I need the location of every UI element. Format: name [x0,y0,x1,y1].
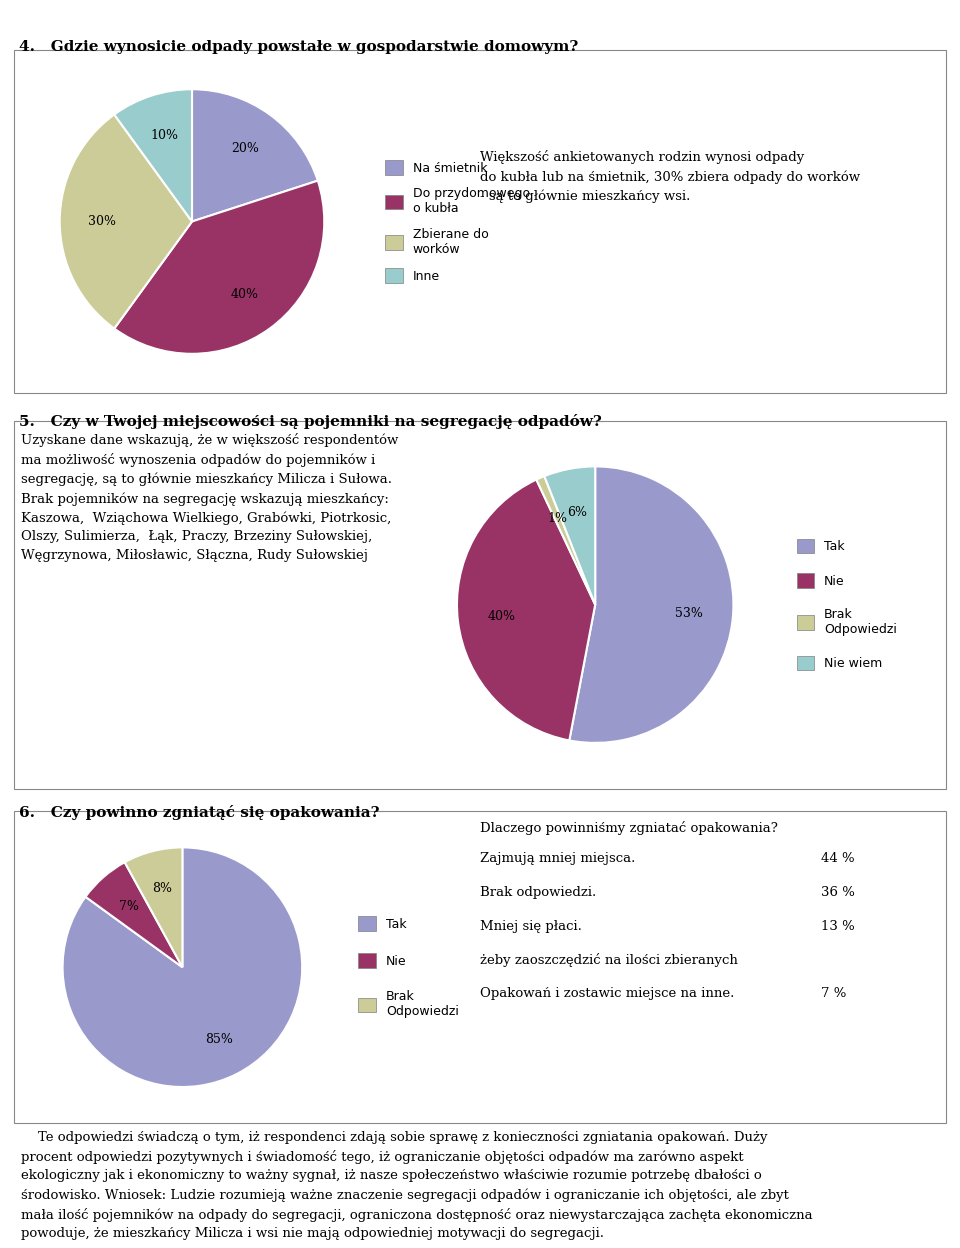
Text: 13 %: 13 % [821,920,854,932]
Text: 20%: 20% [231,142,259,155]
Legend: Tak, Nie, Brak
Odpowiedzi: Tak, Nie, Brak Odpowiedzi [353,911,464,1023]
Text: Te odpowiedzi świadczą o tym, iż respondenci zdają sobie sprawę z konieczności z: Te odpowiedzi świadczą o tym, iż respond… [21,1131,813,1241]
Wedge shape [60,115,192,328]
Text: Mniej się płaci.: Mniej się płaci. [480,920,582,932]
Wedge shape [62,847,302,1087]
Text: Zajmują mniej miejsca.: Zajmują mniej miejsca. [480,852,636,865]
Wedge shape [192,90,318,222]
Text: 4.   Gdzie wynosicie odpady powstałe w gospodarstwie domowym?: 4. Gdzie wynosicie odpady powstałe w gos… [19,40,579,54]
Text: 30%: 30% [88,215,116,228]
Text: 36 %: 36 % [821,886,854,899]
Text: Opakowań i zostawic miejsce na inne.: Opakowań i zostawic miejsce na inne. [480,987,734,1000]
Text: Uzyskane dane wskazują, że w większość respondentów
ma możliwość wynoszenia odpa: Uzyskane dane wskazują, że w większość r… [21,433,398,562]
Text: 10%: 10% [150,130,179,142]
Text: 40%: 40% [488,610,516,623]
Wedge shape [114,181,324,354]
Text: 6%: 6% [567,505,588,519]
Legend: Na śmietnik, Do przydomowego
o kubła, Zbierane do
worków, Inne: Na śmietnik, Do przydomowego o kubła, Zb… [380,155,535,288]
Text: 40%: 40% [230,288,259,301]
Text: 5.   Czy w Twojej miejscowości są pojemniki na segregację odpadów?: 5. Czy w Twojej miejscowości są pojemnik… [19,414,602,429]
Text: 44 %: 44 % [821,852,854,865]
Text: 1%: 1% [548,512,568,525]
Text: 53%: 53% [675,607,703,620]
Text: 7 %: 7 % [821,987,846,1000]
Wedge shape [457,479,595,740]
Legend: Tak, Nie, Brak
Odpowiedzi, Nie wiem: Tak, Nie, Brak Odpowiedzi, Nie wiem [792,534,901,675]
Wedge shape [569,467,733,743]
Wedge shape [125,847,182,967]
Wedge shape [544,467,595,605]
Wedge shape [114,90,192,222]
Text: Większość ankietowanych rodzin wynosi odpady
do kubła lub na śmietnik, 30% zbier: Większość ankietowanych rodzin wynosi od… [480,150,860,203]
Wedge shape [537,477,595,605]
Text: 85%: 85% [205,1033,233,1046]
Wedge shape [85,862,182,967]
Text: żeby zaoszczędzić na ilości zbieranych: żeby zaoszczędzić na ilości zbieranych [480,953,738,967]
Text: Brak odpowiedzi.: Brak odpowiedzi. [480,886,596,899]
Text: 6.   Czy powinno zgniatąć się opakowania?: 6. Czy powinno zgniatąć się opakowania? [19,805,380,820]
Text: Dlaczego powinniśmy zgniatać opakowania?: Dlaczego powinniśmy zgniatać opakowania? [480,821,778,835]
Text: 8%: 8% [152,882,172,895]
Text: 7%: 7% [119,900,138,912]
